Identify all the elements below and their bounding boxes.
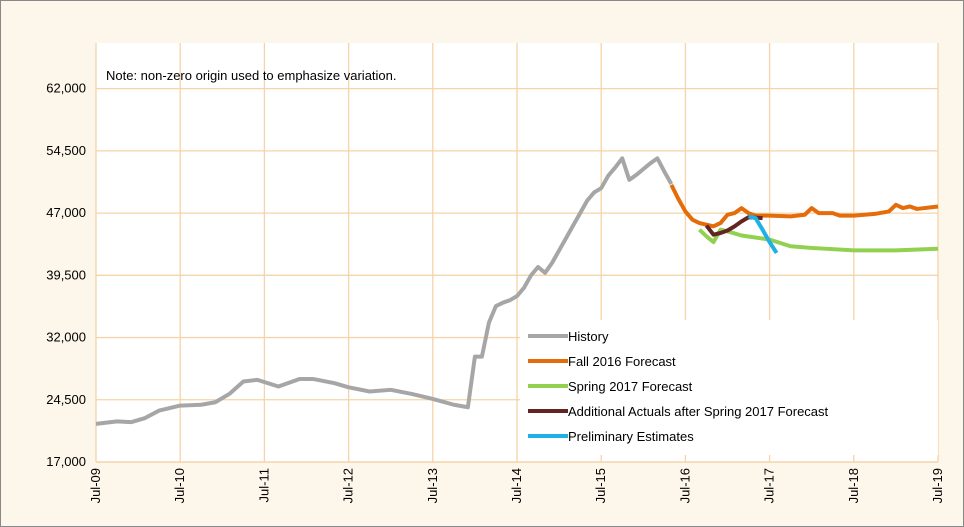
legend: History Fall 2016 Forecast Spring 2017 For… <box>528 329 829 444</box>
series-line <box>748 214 779 255</box>
x-tick-label: Jul-11 <box>256 468 271 502</box>
series-line <box>669 183 939 229</box>
x-tick-label: Jul-14 <box>509 468 524 503</box>
y-tick-label: 17,000 <box>46 454 86 469</box>
note: Note: non-zero origin used to emphasize … <box>106 68 397 83</box>
x-tick-label: Jul-12 <box>341 468 356 503</box>
y-tick-label: 54,500 <box>46 143 86 158</box>
y-tick-label: 47,000 <box>46 205 86 220</box>
y-tick-label: 39,500 <box>46 267 86 282</box>
x-tick-label: Jul-10 <box>172 468 187 503</box>
x-tick-label: Jul-09 <box>88 468 103 503</box>
series-line <box>704 215 763 237</box>
series-line <box>698 227 939 253</box>
x-tick-label: Jul-17 <box>762 468 777 503</box>
y-tick-label: 62,000 <box>46 81 86 96</box>
x-tick-label: Jul-19 <box>930 468 945 503</box>
legend-label: Spring 2017 Forecast <box>568 379 693 394</box>
legend-label: History <box>568 329 609 344</box>
y-tick-label: 32,000 <box>46 330 86 345</box>
lines <box>95 156 939 426</box>
legend-label: Fall 2016 Forecast <box>568 354 676 369</box>
legend-box <box>520 320 938 455</box>
ticks: 17,000 24,500 32,000 39,500 47,000 54,500 62,0… <box>46 81 945 504</box>
x-tick-label: Jul-13 <box>425 468 440 503</box>
legend-label: Preliminary Estimates <box>568 429 694 444</box>
series-line <box>95 156 674 426</box>
y-tick-label: 24,500 <box>46 392 86 407</box>
legend-label: Additional Actuals after Spring 2017 For… <box>568 404 829 419</box>
x-tick-label: Jul-18 <box>846 468 861 503</box>
x-tick-label: Jul-15 <box>593 468 608 503</box>
x-tick-label: Jul-16 <box>677 468 692 503</box>
